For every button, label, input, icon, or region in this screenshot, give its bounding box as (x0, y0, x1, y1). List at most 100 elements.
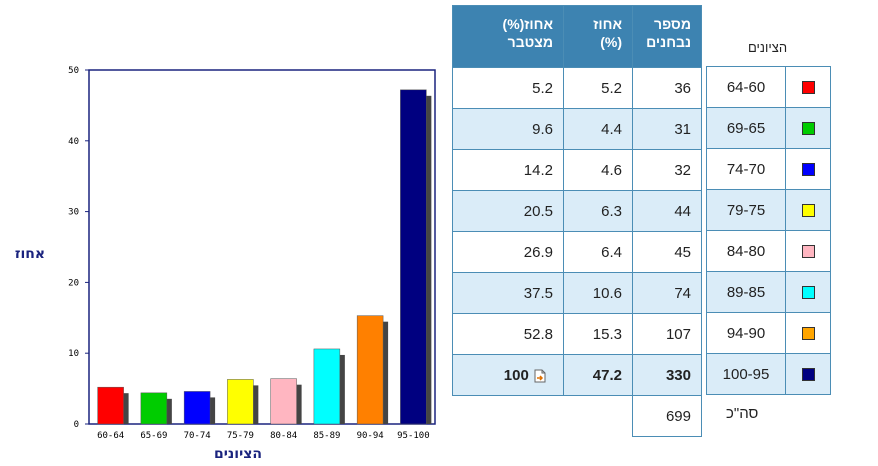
x-axis-label: הציונים (214, 446, 262, 462)
legend-swatch-cell (785, 312, 831, 354)
y-axis-ticks: 0 10 20 30 40 50 (68, 66, 89, 430)
legend-row: 74-70 (706, 148, 831, 190)
table-row: 26.9 6.4 45 (452, 231, 702, 273)
cell-percent: 6.4 (563, 231, 633, 273)
y-tick-label: 0 (74, 420, 79, 430)
total-label: סה"כ (726, 405, 759, 422)
legend-swatch (801, 245, 815, 259)
legend-range: 69-65 (706, 107, 786, 149)
y-tick-label: 10 (68, 349, 79, 359)
table-row: 14.2 4.6 32 (452, 149, 702, 191)
cell-percent: 4.4 (563, 108, 633, 150)
legend-swatch-cell (785, 189, 831, 231)
bar (270, 378, 297, 425)
legend-swatch (801, 286, 815, 300)
cell-cumulative: 14.2 (452, 149, 564, 191)
cell-percent: 10.6 (563, 272, 633, 314)
legend-row: 79-75 (706, 189, 831, 231)
legend-range: 89-85 (706, 271, 786, 313)
legend-swatch (801, 204, 815, 218)
y-axis-label: אחוז (15, 246, 45, 262)
y-tick-label: 50 (68, 66, 79, 76)
x-tick-label: 70-74 (184, 431, 211, 441)
cell-count: 107 (632, 313, 702, 355)
table-row: 5.2 5.2 36 (452, 67, 702, 109)
table-row-highlight: 100 47.2 330 (452, 354, 702, 396)
legend-swatch (801, 81, 815, 95)
legend-swatch (801, 327, 815, 341)
legend-swatch-cell (785, 66, 831, 108)
x-tick-label: 85-89 (313, 431, 340, 441)
y-tick-label: 20 (68, 278, 79, 288)
bar (183, 391, 211, 425)
cell-count: 32 (632, 149, 702, 191)
cell-cumulative-value: 100 (503, 366, 529, 384)
bar (313, 348, 341, 425)
cell-count: 36 (632, 67, 702, 109)
x-axis-ticks: 60-64 65-69 70-74 75-79 80-84 85-89 90-94 95-10… (97, 431, 430, 441)
document-export-icon[interactable] (533, 369, 547, 383)
cell-count: 74 (632, 272, 702, 314)
cell-total: 699 (632, 395, 702, 437)
results-table: אחוז(%) מצטבר אחוז (%) מספר נבחנים 5.2 5… (452, 5, 702, 437)
x-tick-label: 65-69 (140, 431, 167, 441)
legend-row: 84-80 (706, 230, 831, 272)
x-tick-label: 80-84 (270, 431, 297, 441)
cell-cumulative: 52.8 (452, 313, 564, 355)
blank-cell (563, 395, 633, 437)
cell-count: 31 (632, 108, 702, 150)
x-tick-label: 90-94 (357, 431, 384, 441)
x-tick-label: 95-100 (397, 431, 430, 441)
x-tick-label: 75-79 (227, 431, 254, 441)
legend-range: 79-75 (706, 189, 786, 231)
legend-swatch-cell (785, 230, 831, 272)
legend-range: 100-95 (706, 353, 786, 395)
legend-range: 94-90 (706, 312, 786, 354)
header-count: מספר נבחנים (632, 5, 702, 68)
y-tick-label: 30 (68, 208, 79, 218)
legend-swatch-cell (785, 107, 831, 149)
cell-percent: 15.3 (563, 313, 633, 355)
cell-count: 45 (632, 231, 702, 273)
table-row: 52.8 15.3 107 (452, 313, 702, 355)
blank-cell (452, 395, 564, 437)
cell-cumulative: 37.5 (452, 272, 564, 314)
cell-percent: 47.2 (563, 354, 633, 396)
legend-header: הציונים (748, 40, 788, 55)
bar (400, 89, 427, 425)
table-row: 20.5 6.3 44 (452, 190, 702, 232)
legend-swatch-cell (785, 148, 831, 190)
cell-cumulative: 5.2 (452, 67, 564, 109)
legend-table: 64-60 69-65 74-70 79-75 84-80 89-85 94-90 100-9… (706, 66, 831, 395)
bar (97, 386, 124, 425)
legend-range: 74-70 (706, 148, 786, 190)
bar (227, 379, 254, 425)
legend-swatch (801, 122, 815, 136)
cell-count: 44 (632, 190, 702, 232)
bar (140, 392, 168, 425)
legend-row: 64-60 (706, 66, 831, 108)
cell-cumulative: 9.6 (452, 108, 564, 150)
legend-row: 100-95 (706, 353, 831, 395)
legend-range: 84-80 (706, 230, 786, 272)
table-total-row: 699 (452, 395, 702, 437)
cell-count: 330 (632, 354, 702, 396)
bars (97, 89, 432, 425)
legend-row: 69-65 (706, 107, 831, 149)
legend-swatch (801, 163, 815, 177)
bar (356, 315, 384, 425)
cell-cumulative: 20.5 (452, 190, 564, 232)
cell-percent: 5.2 (563, 67, 633, 109)
header-cumulative: אחוז(%) מצטבר (452, 5, 564, 68)
cell-cumulative: 26.9 (452, 231, 564, 273)
legend-swatch (801, 368, 815, 382)
header-percent: אחוז (%) (563, 5, 633, 68)
y-tick-label: 40 (68, 137, 79, 147)
x-tick-label: 60-64 (97, 431, 124, 441)
legend-swatch-cell (785, 353, 831, 395)
legend-row: 94-90 (706, 312, 831, 354)
legend-swatch-cell (785, 271, 831, 313)
grade-distribution-chart: 0 10 20 30 40 50 60-64 65-69 70-74 75-79 80-84 85-… (15, 66, 436, 462)
cell-percent: 6.3 (563, 190, 633, 232)
